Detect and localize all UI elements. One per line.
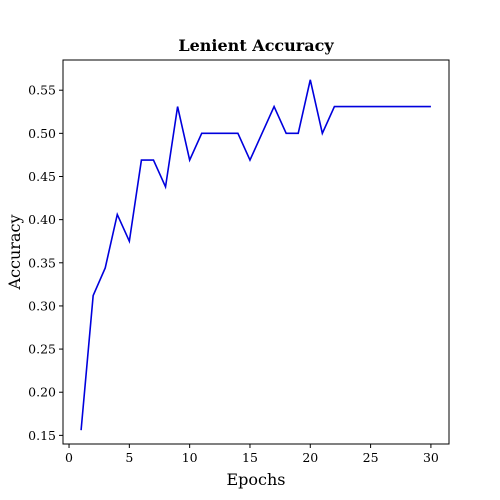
y-tick-label: 0.25 <box>28 342 56 357</box>
x-tick-label: 30 <box>423 450 439 465</box>
plot-frame <box>62 59 450 445</box>
y-tick-label: 0.50 <box>28 126 56 141</box>
x-tick-label: 5 <box>125 450 133 465</box>
series-layer <box>80 79 431 431</box>
y-axis-label: Accuracy <box>5 215 24 291</box>
y-tick-label: 0.30 <box>28 298 56 313</box>
y-axis-ticks: 0.15 0.20 0.25 0.30 0.35 0.40 0.45 0.50 0.55 <box>28 83 63 443</box>
x-tick-label: 25 <box>363 450 379 465</box>
x-axis-ticks: 0 5 10 15 20 25 30 <box>65 444 439 465</box>
y-tick-label: 0.15 <box>28 428 56 443</box>
chart-title: Lenient Accuracy <box>178 36 334 55</box>
y-tick-label: 0.55 <box>28 83 56 98</box>
x-tick-label: 0 <box>65 450 73 465</box>
y-tick-label: 0.20 <box>28 385 56 400</box>
x-tick-label: 10 <box>182 450 198 465</box>
y-tick-label: 0.35 <box>28 255 56 270</box>
y-tick-label: 0.40 <box>28 212 56 227</box>
x-axis-label: Epochs <box>226 470 285 489</box>
x-tick-label: 15 <box>242 450 258 465</box>
y-tick-label: 0.45 <box>28 169 56 184</box>
accuracy-series-line <box>80 79 431 431</box>
x-tick-label: 20 <box>302 450 318 465</box>
plot-area: 0 5 10 15 20 25 30 0.15 0.20 0.25 0.30 0.35 0.40 0.4… <box>28 59 450 465</box>
